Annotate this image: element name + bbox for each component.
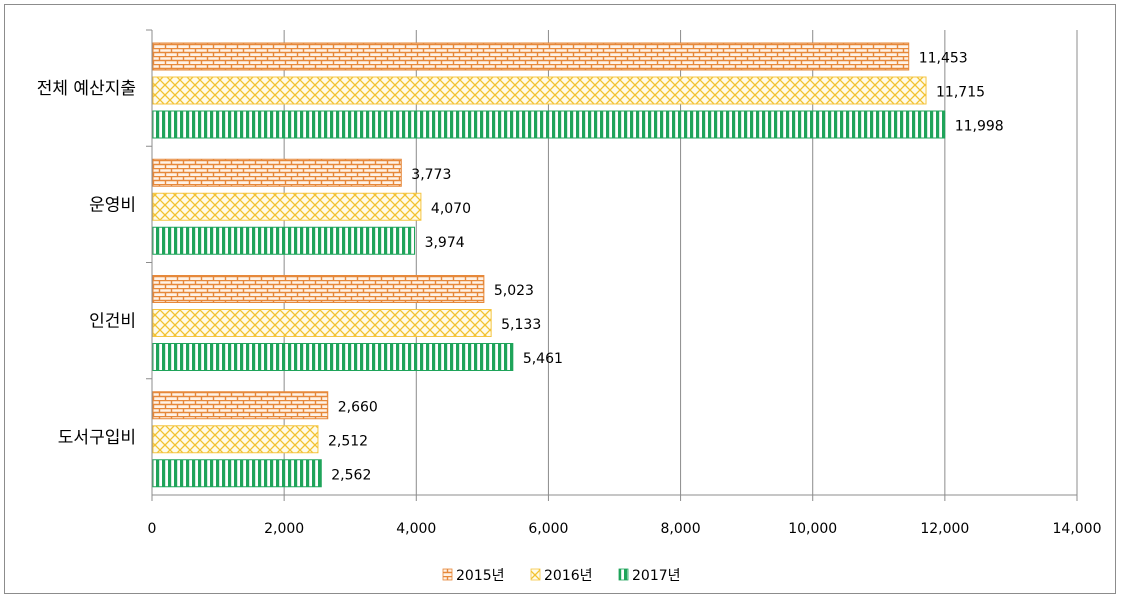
bar-2016년-3 (152, 425, 319, 454)
data-label: 11,998 (955, 119, 1004, 135)
bar-2017년-1 (152, 226, 416, 255)
x-tick-label: 0 (148, 521, 157, 537)
x-tick-label: 8,000 (661, 521, 701, 537)
data-label: 2,660 (338, 399, 378, 415)
data-label: 5,023 (494, 283, 534, 299)
data-label: 11,715 (936, 85, 985, 101)
legend-label: 2016년 (544, 568, 593, 584)
axes: 0 2,000 4,000 6,000 8,000 10,000 12,000 14,000 전… (37, 29, 1102, 537)
legend-swatch (618, 568, 629, 581)
legend-swatch (442, 568, 453, 581)
x-tick-label: 12,000 (920, 521, 969, 537)
bar-2015년-3 (152, 391, 329, 420)
bar-2017년-3 (152, 459, 322, 488)
bars: 11,453 3,773 5,023 2,660 11,715 4,070 5,133 2,5… (152, 42, 1004, 488)
category-label: 전체 예산지출 (37, 79, 136, 99)
bar-2015년-0 (152, 42, 910, 71)
bar-2016년-1 (152, 192, 422, 221)
category-label: 도서구입비 (58, 428, 136, 448)
data-label: 4,070 (431, 201, 471, 217)
data-label: 2,562 (331, 467, 371, 483)
bar-2015년-1 (152, 158, 402, 187)
x-tick-label: 14,000 (1053, 521, 1102, 537)
legend: 2015년 2016년 2017년 (442, 568, 681, 584)
data-label: 5,461 (523, 351, 563, 367)
x-tick-label: 10,000 (788, 521, 837, 537)
data-label: 2,512 (328, 433, 368, 449)
category-label: 운영비 (89, 195, 136, 215)
data-label: 11,453 (919, 51, 968, 67)
category-label: 인건비 (89, 312, 136, 332)
legend-swatch (530, 568, 541, 581)
bar-2017년-2 (152, 343, 514, 371)
data-label: 3,773 (411, 167, 451, 183)
data-label: 5,133 (501, 317, 541, 333)
bar-2015년-2 (152, 275, 485, 303)
x-tick-label: 6,000 (528, 521, 568, 537)
legend-label: 2015년 (456, 568, 505, 584)
bar-2016년-2 (152, 309, 492, 337)
bar-2017년-0 (152, 110, 946, 139)
data-label: 3,974 (425, 235, 465, 251)
x-tick-label: 4,000 (396, 521, 436, 537)
legend-label: 2017년 (632, 568, 681, 584)
bar-2016년-0 (152, 76, 927, 105)
x-tick-label: 2,000 (264, 521, 304, 537)
